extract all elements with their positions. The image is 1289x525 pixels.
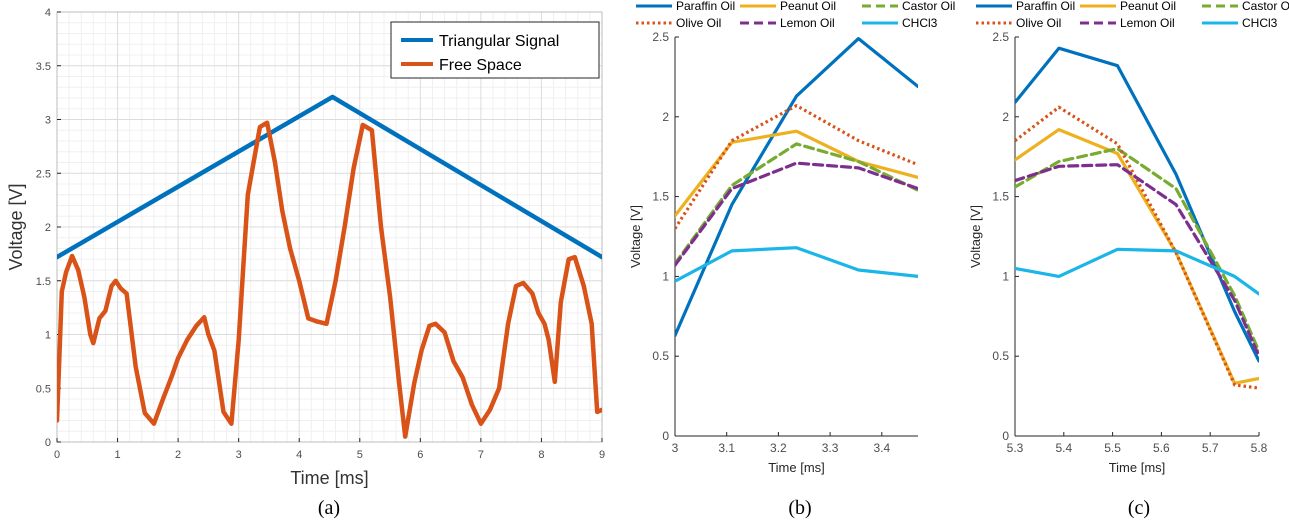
panel-b-caption: (b) bbox=[788, 497, 811, 519]
y-tick-label: 3 bbox=[45, 115, 51, 127]
series-line-chcl3 bbox=[1015, 247, 1259, 296]
x-tick-label: 7 bbox=[478, 449, 484, 461]
panel-b: 3 3.1 3.2 3.3 3.4 0 0.5 1 1.5 2 2.5 Time [ms] Voltag… bbox=[628, 0, 955, 519]
panel-c: 5.3 5.4 5.5 5.6 5.7 5.8 0 0.5 1 1.5 2 2.5 Time [ms] V… bbox=[968, 0, 1289, 519]
y-tick-label: 2 bbox=[662, 110, 669, 124]
x-tick-label: 9 bbox=[599, 449, 605, 461]
x-tick-label: 3.3 bbox=[822, 441, 839, 455]
y-tick-label: 0 bbox=[662, 429, 669, 443]
panel-c-y-axis-label: Voltage [V] bbox=[968, 205, 983, 268]
x-tick-label: 8 bbox=[538, 449, 544, 461]
series-line-lemon-oil bbox=[1015, 163, 1259, 358]
series-line-paraffin-oil bbox=[675, 37, 918, 338]
y-tick-label: 2.5 bbox=[992, 30, 1009, 44]
legend-label: Castor Oil bbox=[902, 0, 955, 13]
series-line-lemon-oil bbox=[675, 161, 918, 267]
legend-label: Lemon Oil bbox=[780, 16, 835, 30]
series-line-olive-oil bbox=[1015, 105, 1259, 390]
panel-c-x-axis-label: Time [ms] bbox=[1109, 460, 1166, 475]
y-tick-label: 1 bbox=[662, 269, 669, 283]
y-tick-label: 1.5 bbox=[652, 190, 669, 204]
legend-label: CHCl3 bbox=[1242, 16, 1278, 30]
x-tick-label: 5.4 bbox=[1055, 441, 1072, 455]
legend-label: Paraffin Oil bbox=[676, 0, 735, 13]
panel-b-y-axis-label: Voltage [V] bbox=[628, 205, 643, 268]
legend-label: CHCl3 bbox=[902, 16, 938, 30]
x-tick-label: 5 bbox=[357, 449, 363, 461]
panel-a-legend: Triangular Signal Free Space bbox=[390, 21, 600, 79]
series-line-peanut-oil bbox=[675, 129, 918, 218]
series-line-triangular-signal bbox=[57, 94, 602, 260]
panel-c-series bbox=[1015, 46, 1259, 390]
x-tick-label: 3.1 bbox=[718, 441, 735, 455]
panel-a-caption: (a) bbox=[318, 497, 340, 519]
panel-a: 0 1 2 3 4 5 6 7 8 9 0 0.5 1 1.5 2 2.5 3 3.5 4 Time [ms] Volt… bbox=[6, 7, 605, 519]
legend-label: Peanut Oil bbox=[780, 0, 836, 13]
x-tick-label: 3.2 bbox=[770, 441, 787, 455]
y-tick-label: 1 bbox=[1002, 269, 1009, 283]
legend-label: Peanut Oil bbox=[1120, 0, 1176, 13]
panel-b-series bbox=[675, 37, 918, 338]
x-tick-label: 5.5 bbox=[1104, 441, 1121, 455]
y-tick-label: 4 bbox=[45, 7, 51, 19]
x-tick-label: 0 bbox=[54, 449, 60, 461]
x-tick-label: 5.7 bbox=[1202, 441, 1219, 455]
y-tick-label: 2 bbox=[1002, 110, 1009, 124]
series-line-castor-oil bbox=[675, 142, 918, 266]
panel-a-series bbox=[57, 94, 602, 439]
panel-c-caption: (c) bbox=[1128, 497, 1150, 519]
panel-b-legend: Paraffin Oil Peanut Oil Castor Oil Olive Oi… bbox=[636, 0, 955, 30]
series-line-olive-oil bbox=[675, 104, 918, 230]
y-tick-label: 0.5 bbox=[36, 383, 51, 395]
panel-a-y-axis-label: Voltage [V] bbox=[6, 183, 26, 270]
y-tick-label: 0 bbox=[45, 437, 51, 449]
panel-a-x-axis-label: Time [ms] bbox=[290, 468, 368, 488]
legend-label: Olive Oil bbox=[1016, 16, 1061, 30]
x-tick-label: 6 bbox=[417, 449, 423, 461]
series-line-castor-oil bbox=[1015, 147, 1259, 353]
panel-b-x-axis-label: Time [ms] bbox=[768, 460, 825, 475]
x-tick-label: 2 bbox=[175, 449, 181, 461]
series-line-chcl3 bbox=[675, 246, 918, 283]
legend-label: Lemon Oil bbox=[1120, 16, 1175, 30]
y-tick-label: 2.5 bbox=[36, 168, 51, 180]
legend-label: Triangular Signal bbox=[439, 33, 559, 50]
legend-box bbox=[390, 21, 600, 79]
legend-label: Olive Oil bbox=[676, 16, 721, 30]
y-tick-label: 0 bbox=[1002, 429, 1009, 443]
y-tick-label: 1 bbox=[45, 330, 51, 342]
y-tick-label: 3.5 bbox=[36, 61, 51, 73]
y-tick-label: 1.5 bbox=[36, 276, 51, 288]
x-tick-label: 4 bbox=[296, 449, 302, 461]
panel-c-legend: Paraffin Oil Peanut Oil Castor Oil Olive Oi… bbox=[976, 0, 1289, 30]
y-tick-label: 0.5 bbox=[652, 349, 669, 363]
series-line-free-space bbox=[57, 120, 602, 439]
x-tick-label: 3 bbox=[236, 449, 242, 461]
x-tick-label: 3.4 bbox=[873, 441, 890, 455]
series-line-peanut-oil bbox=[1015, 128, 1259, 385]
x-tick-label: 5.8 bbox=[1251, 441, 1268, 455]
legend-label: Paraffin Oil bbox=[1016, 0, 1075, 13]
series-line-paraffin-oil bbox=[1015, 46, 1259, 363]
y-tick-label: 2 bbox=[45, 222, 51, 234]
x-tick-label: 5.6 bbox=[1153, 441, 1170, 455]
y-tick-label: 0.5 bbox=[992, 349, 1009, 363]
x-tick-label: 1 bbox=[114, 449, 120, 461]
legend-label: Castor Oil bbox=[1242, 0, 1289, 13]
legend-label: Free Space bbox=[439, 57, 522, 74]
y-tick-label: 2.5 bbox=[652, 30, 669, 44]
y-tick-label: 1.5 bbox=[992, 190, 1009, 204]
x-tick-label: 3 bbox=[672, 441, 679, 455]
x-tick-label: 5.3 bbox=[1007, 441, 1024, 455]
